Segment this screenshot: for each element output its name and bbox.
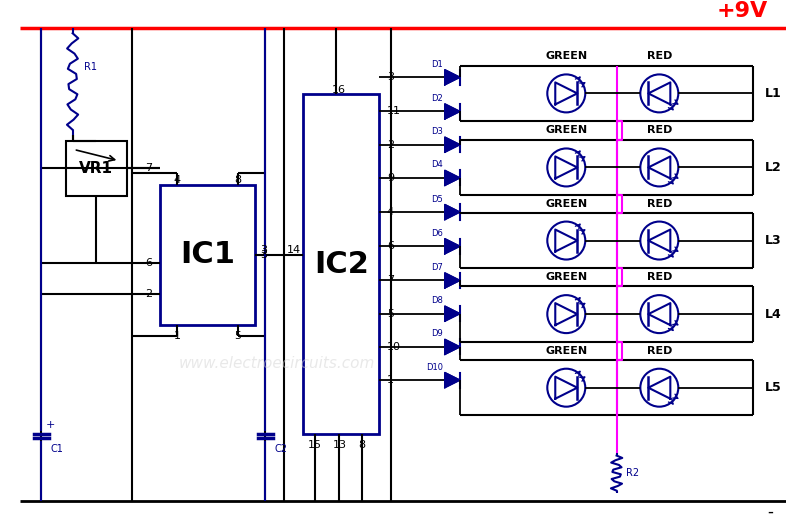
Text: VR1: VR1: [79, 161, 114, 176]
Polygon shape: [445, 137, 460, 152]
Polygon shape: [445, 104, 460, 119]
Text: D7: D7: [431, 263, 442, 272]
Text: -: -: [767, 503, 773, 520]
Text: D5: D5: [431, 195, 442, 204]
Text: L4: L4: [765, 307, 782, 321]
Bar: [303, 94, 380, 434]
Text: D10: D10: [426, 363, 442, 372]
Polygon shape: [445, 373, 460, 388]
Text: 2: 2: [145, 289, 152, 299]
Text: IC2: IC2: [314, 250, 368, 279]
Text: C2: C2: [275, 444, 288, 454]
Text: 8: 8: [359, 440, 366, 450]
Text: 7: 7: [387, 276, 394, 286]
Text: +: +: [46, 420, 56, 430]
Polygon shape: [445, 69, 460, 85]
Text: 3: 3: [260, 245, 268, 255]
Polygon shape: [445, 205, 460, 220]
Text: 14: 14: [286, 245, 301, 255]
Text: RED: RED: [646, 125, 672, 135]
Polygon shape: [445, 273, 460, 288]
Text: 11: 11: [387, 106, 401, 116]
Text: 5: 5: [235, 331, 241, 341]
Text: D6: D6: [431, 229, 442, 238]
Text: 10: 10: [387, 342, 401, 352]
Text: +9V: +9V: [717, 1, 767, 21]
Text: 7: 7: [145, 163, 152, 173]
Text: 1: 1: [173, 331, 181, 341]
Text: 6: 6: [387, 241, 394, 251]
Text: 4: 4: [387, 207, 394, 217]
Text: 5: 5: [387, 309, 394, 318]
Text: 4: 4: [173, 175, 181, 185]
Text: 9: 9: [387, 173, 394, 183]
Text: IC1: IC1: [180, 240, 235, 269]
Text: D8: D8: [431, 296, 442, 305]
Text: L5: L5: [765, 381, 782, 394]
Text: GREEN: GREEN: [545, 51, 588, 62]
Text: 2: 2: [387, 140, 394, 150]
Text: GREEN: GREEN: [545, 271, 588, 282]
Text: D3: D3: [431, 127, 442, 136]
Polygon shape: [445, 339, 460, 354]
Bar: [66, 141, 127, 196]
Text: RED: RED: [646, 198, 672, 208]
Text: D4: D4: [431, 160, 442, 169]
Text: D1: D1: [431, 60, 442, 69]
Text: 13: 13: [332, 440, 347, 450]
Text: R2: R2: [626, 468, 639, 478]
Text: RED: RED: [646, 271, 672, 282]
Text: GREEN: GREEN: [545, 125, 588, 135]
Text: R1: R1: [84, 62, 97, 73]
Text: 6: 6: [145, 258, 152, 268]
Text: RED: RED: [646, 51, 672, 62]
Text: www.electroecircuits.com: www.electroecircuits.com: [179, 355, 375, 371]
Polygon shape: [445, 239, 460, 254]
Text: RED: RED: [646, 346, 672, 355]
Text: L1: L1: [765, 87, 782, 100]
Polygon shape: [445, 170, 460, 185]
Text: C1: C1: [51, 444, 64, 454]
Text: GREEN: GREEN: [545, 198, 588, 208]
Text: 8: 8: [235, 175, 241, 185]
Text: 16: 16: [332, 85, 346, 94]
Text: 1: 1: [387, 375, 394, 385]
Text: 3: 3: [387, 72, 394, 82]
Text: 3: 3: [260, 250, 268, 260]
Text: 15: 15: [308, 440, 322, 450]
Bar: [160, 185, 255, 325]
Text: D9: D9: [431, 329, 442, 338]
Text: L2: L2: [765, 161, 782, 174]
Text: D2: D2: [431, 94, 442, 103]
Polygon shape: [445, 306, 460, 321]
Text: GREEN: GREEN: [545, 346, 588, 355]
Text: L3: L3: [765, 234, 781, 247]
